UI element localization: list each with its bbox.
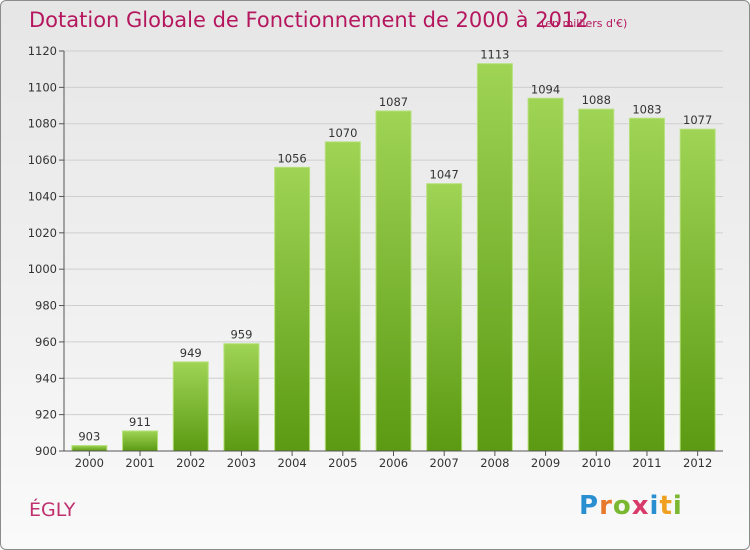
data-label-2009: 1094 [531,82,560,96]
y-tick-label: 920 [35,408,57,422]
bars [71,63,716,452]
bar-2001 [122,430,159,452]
data-label-2012: 1077 [683,113,712,127]
bar-2009 [527,97,564,452]
bar-2007 [426,183,463,452]
x-tick-label-2001: 2001 [125,456,154,470]
bar-2008 [476,63,513,452]
y-tick-label: 940 [35,371,57,385]
x-tick-label-2008: 2008 [480,456,509,470]
y-tick-label: 1080 [28,117,57,131]
bar-2010 [578,108,615,452]
x-tick-label-2011: 2011 [632,456,661,470]
data-label-2010: 1088 [582,93,611,107]
data-label-2003: 959 [230,328,252,342]
y-tick-label: 900 [35,444,57,458]
x-tick-label-2007: 2007 [430,456,459,470]
x-tick-label-2002: 2002 [176,456,205,470]
x-tick-label-2009: 2009 [531,456,560,470]
data-label-2007: 1047 [430,168,459,182]
chart-title: Dotation Globale de Fonctionnement de 20… [29,8,589,32]
bar-2006 [375,110,412,452]
commune-name: ÉGLY [29,499,76,521]
axes: 900 920 940 960 980 1000 1020 1040 1060 1080 1100 1… [28,44,723,470]
x-tick-label-2003: 2003 [227,456,256,470]
data-label-2000: 903 [78,430,100,444]
data-labels: 903 911 949 959 1056 1070 1087 1047 1113 1094 1088… [78,48,712,444]
y-tick-label: 1100 [28,80,57,94]
y-tick-label: 1000 [28,262,57,276]
y-tick-label: 980 [35,299,57,313]
y-tick-label: 960 [35,335,57,349]
y-tick-label: 1020 [28,226,57,240]
bar-2000 [71,445,108,452]
x-tick-label-2000: 2000 [75,456,104,470]
x-tick-label-2012: 2012 [683,456,712,470]
data-label-2011: 1083 [632,102,661,116]
data-label-2004: 1056 [277,151,306,165]
y-tick-label: 1060 [28,153,57,167]
bar-2005 [324,141,361,452]
x-tick-label-2006: 2006 [379,456,408,470]
y-tick-label: 1040 [28,189,57,203]
bar-2004 [274,166,311,452]
y-tick-label: 1120 [28,44,57,58]
bar-2002 [172,361,209,452]
bar-2012 [679,128,716,452]
chart-subtitle: (en milliers d'€) [541,17,628,30]
x-tick-label-2010: 2010 [582,456,611,470]
data-label-2006: 1087 [379,95,408,109]
data-label-2001: 911 [129,415,151,429]
bar-2011 [628,117,665,452]
data-label-2005: 1070 [328,126,357,140]
data-label-2008: 1113 [480,48,509,62]
proxiti-logo: Proxiti [579,491,683,521]
bar-2003 [223,343,260,452]
x-tick-label-2004: 2004 [277,456,306,470]
x-tick-label-2005: 2005 [328,456,357,470]
data-label-2002: 949 [180,346,202,360]
